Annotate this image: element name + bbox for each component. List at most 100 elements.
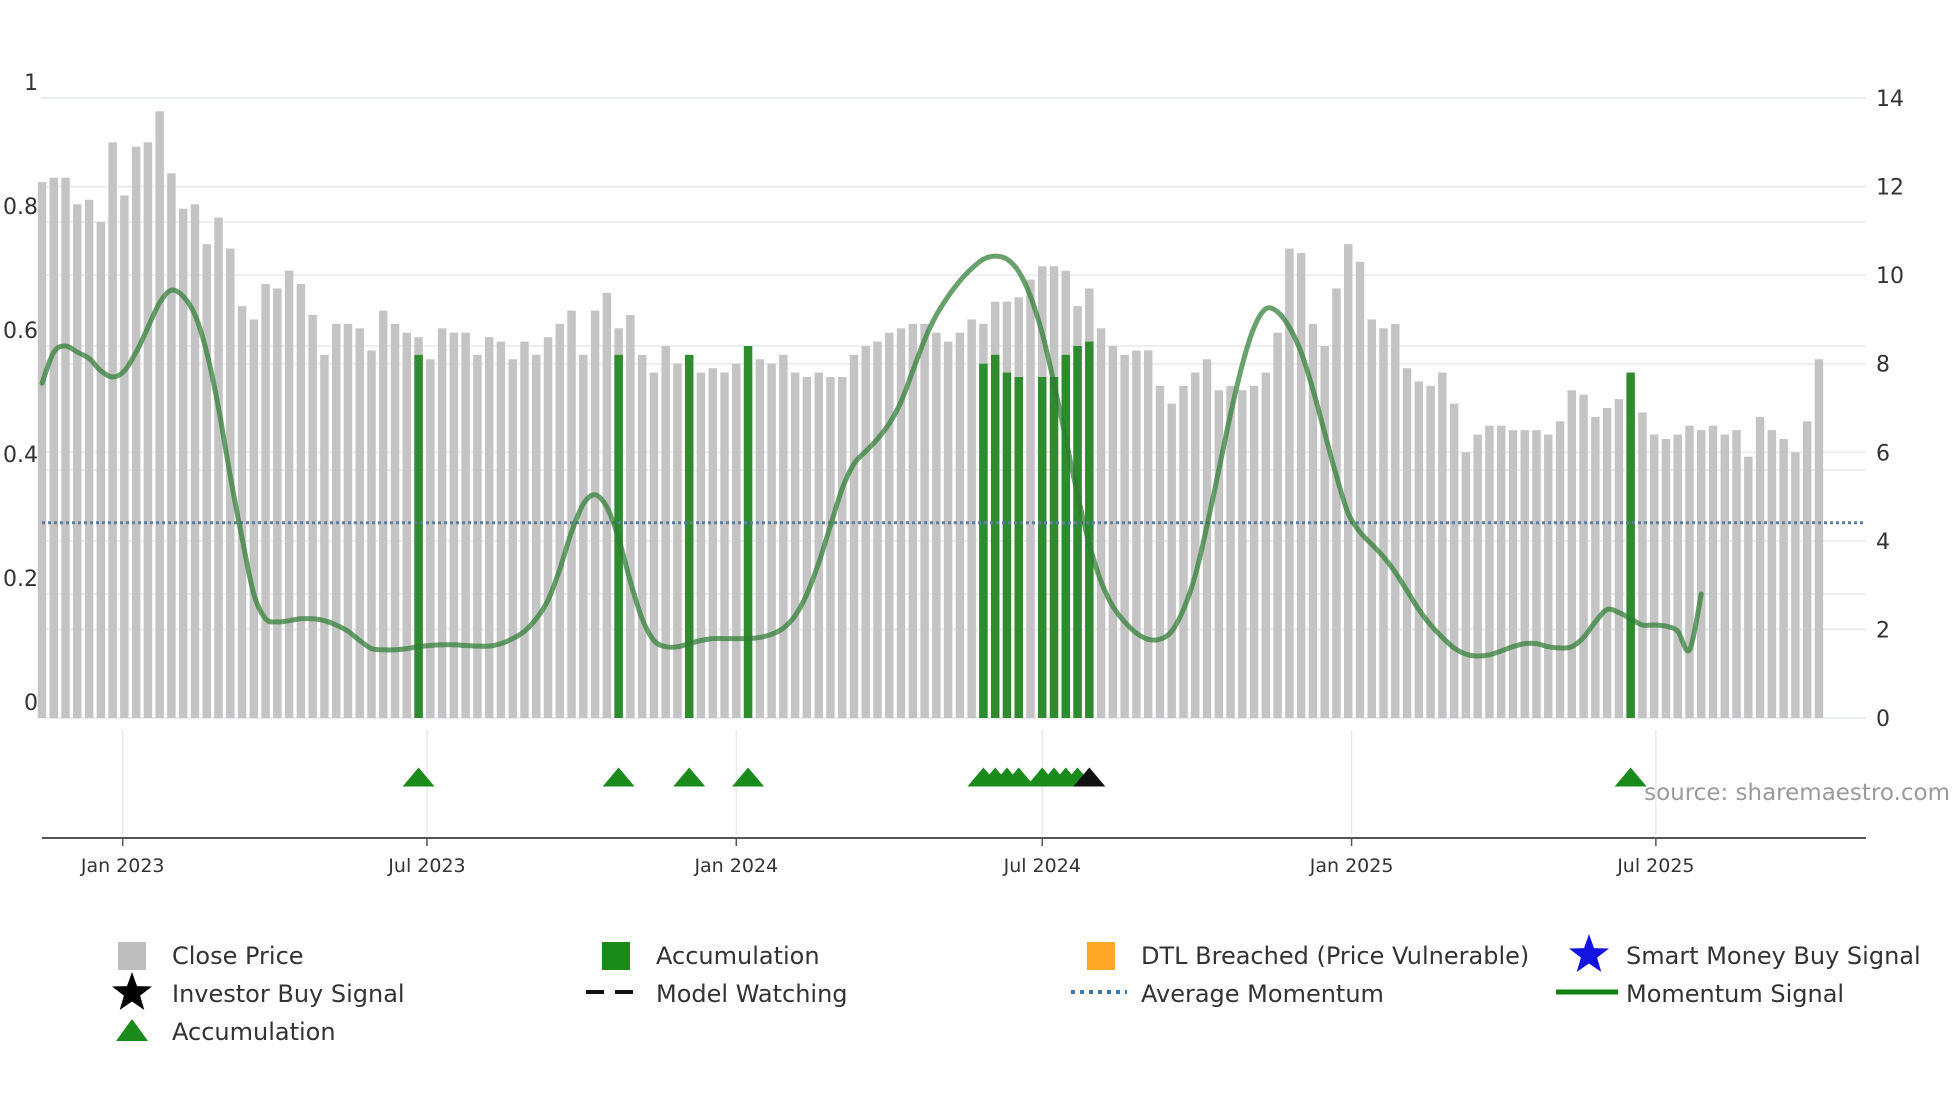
close-price-bar (449, 332, 459, 718)
close-price-bar (84, 199, 94, 718)
close-price-bar (590, 310, 600, 718)
close-price-bar (1767, 430, 1777, 718)
source-label: source: sharemaestro.com (1644, 780, 1950, 806)
close-price-bar (920, 323, 929, 718)
close-price-bar (178, 208, 188, 718)
close-price-bar (1685, 425, 1694, 718)
close-price-bar (402, 332, 412, 718)
accumulation-bar (1626, 372, 1635, 718)
close-price-bar (1296, 253, 1306, 718)
right-tick-label: 0 (1876, 707, 1890, 732)
close-price-bar (755, 359, 765, 718)
legend-accumulation-swatch (602, 942, 630, 970)
investor-triangle-icon (1073, 767, 1106, 787)
accumulation-bar (743, 346, 753, 718)
close-price-bar (1732, 430, 1741, 718)
close-price-bar (237, 306, 247, 718)
close-price-bar (1697, 430, 1706, 718)
close-price-bar (1496, 425, 1506, 718)
close-price-bar (1379, 328, 1388, 718)
close-price-bar (873, 341, 882, 718)
black-star-icon (112, 972, 152, 1010)
close-price-bar (1367, 319, 1376, 718)
x-tick-label: Jan 2024 (693, 855, 778, 877)
close-price-bar (790, 372, 800, 718)
accumulation-triangle-icon (732, 767, 765, 787)
close-price-bar (649, 372, 659, 718)
close-price-bar (1096, 328, 1106, 718)
close-price-bar (273, 288, 282, 718)
close-price-bar (814, 372, 823, 718)
legend-investor-buy: Investor Buy Signal (172, 980, 405, 1008)
close-price-bar (508, 359, 517, 718)
close-price-bar (1461, 452, 1471, 718)
close-price-bar (626, 315, 635, 718)
accumulation-bar (414, 354, 423, 718)
close-price-bar (143, 142, 153, 719)
legend-close-swatch (118, 942, 146, 970)
close-price-bar (826, 377, 835, 718)
accumulation-triangle-icon (402, 767, 435, 787)
left-axis-ticks: 0 0.2 0.4 0.6 0.8 1 (3, 71, 38, 716)
close-price-bar (1308, 323, 1318, 718)
close-price-bar (1567, 390, 1577, 718)
close-price-bar (767, 363, 776, 718)
close-price-bar (320, 354, 329, 718)
accumulation-triangle-icon (1614, 767, 1647, 787)
right-tick-label: 12 (1876, 176, 1904, 201)
close-price-bar (1273, 332, 1282, 718)
close-price-bar (1791, 452, 1800, 718)
accumulation-bar (990, 354, 1000, 718)
close-price-bar (1661, 439, 1671, 718)
legend-accumulation-marker: Accumulation (172, 1018, 336, 1046)
close-price-bar (261, 284, 270, 718)
left-tick-label: 0.2 (3, 567, 38, 592)
close-price-bar (861, 346, 870, 718)
accumulation-bar (1061, 354, 1071, 718)
close-price-bar (1285, 248, 1294, 719)
close-price-bar (37, 182, 47, 719)
star-icon (1569, 934, 1609, 972)
close-price-bar (1132, 350, 1141, 718)
right-tick-label: 14 (1876, 87, 1904, 112)
close-price-bar (1414, 381, 1424, 718)
close-price-bar (1555, 421, 1565, 718)
close-price-bar (1320, 346, 1329, 718)
close-price-bar (555, 323, 565, 718)
close-price-bar (1614, 399, 1624, 718)
close-price-bar (1391, 323, 1400, 718)
left-tick-label: 0.8 (3, 195, 38, 220)
accumulation-triangle-icon (673, 767, 706, 787)
x-tick-label: Jul 2025 (1616, 855, 1694, 877)
close-price-bar (1720, 434, 1730, 718)
close-price-bar (120, 195, 129, 718)
close-price-bar (567, 310, 576, 718)
close-price-bar (1402, 368, 1412, 718)
close-price-bar (73, 204, 82, 719)
momentum-signal-path (39, 253, 1704, 659)
right-tick-label: 8 (1876, 353, 1890, 378)
close-price-bar (885, 332, 894, 718)
close-price-bar (1238, 390, 1247, 718)
close-price-bar (1508, 430, 1518, 718)
close-price-bar (543, 337, 553, 718)
legend-momentum-signal: Momentum Signal (1626, 980, 1844, 1008)
close-price-bar (532, 354, 541, 718)
close-price-bar (1438, 372, 1447, 718)
close-price-bar (1261, 372, 1271, 718)
close-price-bar (520, 341, 529, 718)
close-price-bar (1708, 425, 1718, 718)
legend-average-momentum: Average Momentum (1141, 980, 1384, 1008)
momentum-signal-line (39, 253, 1704, 659)
close-price-bar (167, 173, 176, 719)
signal-markers (402, 767, 1647, 787)
close-price-bar (296, 284, 306, 718)
close-price-bar (637, 354, 647, 718)
close-price-bar (190, 204, 200, 719)
close-price-bar (1143, 350, 1153, 718)
close-price-bar (379, 310, 388, 718)
right-axis-ticks: 0 2 4 6 8 10 12 14 (1876, 87, 1904, 732)
close-price-bar (673, 363, 682, 718)
accumulation-bar (1002, 372, 1012, 718)
